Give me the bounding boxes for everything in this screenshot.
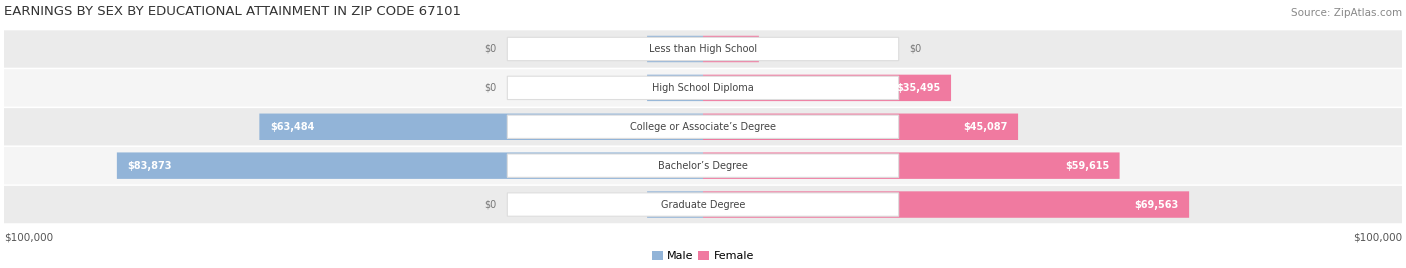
FancyBboxPatch shape bbox=[703, 75, 950, 101]
FancyBboxPatch shape bbox=[0, 69, 1406, 107]
FancyBboxPatch shape bbox=[647, 75, 703, 101]
FancyBboxPatch shape bbox=[647, 36, 703, 62]
FancyBboxPatch shape bbox=[703, 152, 1119, 179]
FancyBboxPatch shape bbox=[508, 115, 898, 139]
Text: Source: ZipAtlas.com: Source: ZipAtlas.com bbox=[1291, 8, 1402, 18]
FancyBboxPatch shape bbox=[508, 76, 898, 99]
FancyBboxPatch shape bbox=[508, 193, 898, 216]
Text: $35,495: $35,495 bbox=[896, 83, 941, 93]
Text: $45,087: $45,087 bbox=[963, 122, 1008, 132]
Text: $59,615: $59,615 bbox=[1064, 161, 1109, 171]
FancyBboxPatch shape bbox=[0, 30, 1406, 68]
FancyBboxPatch shape bbox=[703, 114, 1018, 140]
Text: $100,000: $100,000 bbox=[4, 233, 53, 243]
Text: $69,563: $69,563 bbox=[1135, 200, 1178, 210]
Text: College or Associate’s Degree: College or Associate’s Degree bbox=[630, 122, 776, 132]
Text: $0: $0 bbox=[485, 44, 496, 54]
FancyBboxPatch shape bbox=[703, 36, 759, 62]
Text: Graduate Degree: Graduate Degree bbox=[661, 200, 745, 210]
FancyBboxPatch shape bbox=[0, 147, 1406, 184]
Text: $0: $0 bbox=[910, 44, 921, 54]
FancyBboxPatch shape bbox=[508, 37, 898, 61]
Text: EARNINGS BY SEX BY EDUCATIONAL ATTAINMENT IN ZIP CODE 67101: EARNINGS BY SEX BY EDUCATIONAL ATTAINMEN… bbox=[4, 5, 461, 18]
FancyBboxPatch shape bbox=[117, 152, 703, 179]
Text: Bachelor’s Degree: Bachelor’s Degree bbox=[658, 161, 748, 171]
Text: High School Diploma: High School Diploma bbox=[652, 83, 754, 93]
FancyBboxPatch shape bbox=[703, 191, 1189, 218]
FancyBboxPatch shape bbox=[0, 108, 1406, 146]
FancyBboxPatch shape bbox=[647, 191, 703, 218]
Text: $63,484: $63,484 bbox=[270, 122, 314, 132]
Text: $0: $0 bbox=[485, 200, 496, 210]
FancyBboxPatch shape bbox=[259, 114, 703, 140]
Text: $100,000: $100,000 bbox=[1353, 233, 1402, 243]
Text: $83,873: $83,873 bbox=[128, 161, 172, 171]
FancyBboxPatch shape bbox=[508, 154, 898, 177]
Text: Less than High School: Less than High School bbox=[650, 44, 756, 54]
FancyBboxPatch shape bbox=[0, 186, 1406, 223]
Text: $0: $0 bbox=[485, 83, 496, 93]
Legend: Male, Female: Male, Female bbox=[652, 251, 754, 261]
